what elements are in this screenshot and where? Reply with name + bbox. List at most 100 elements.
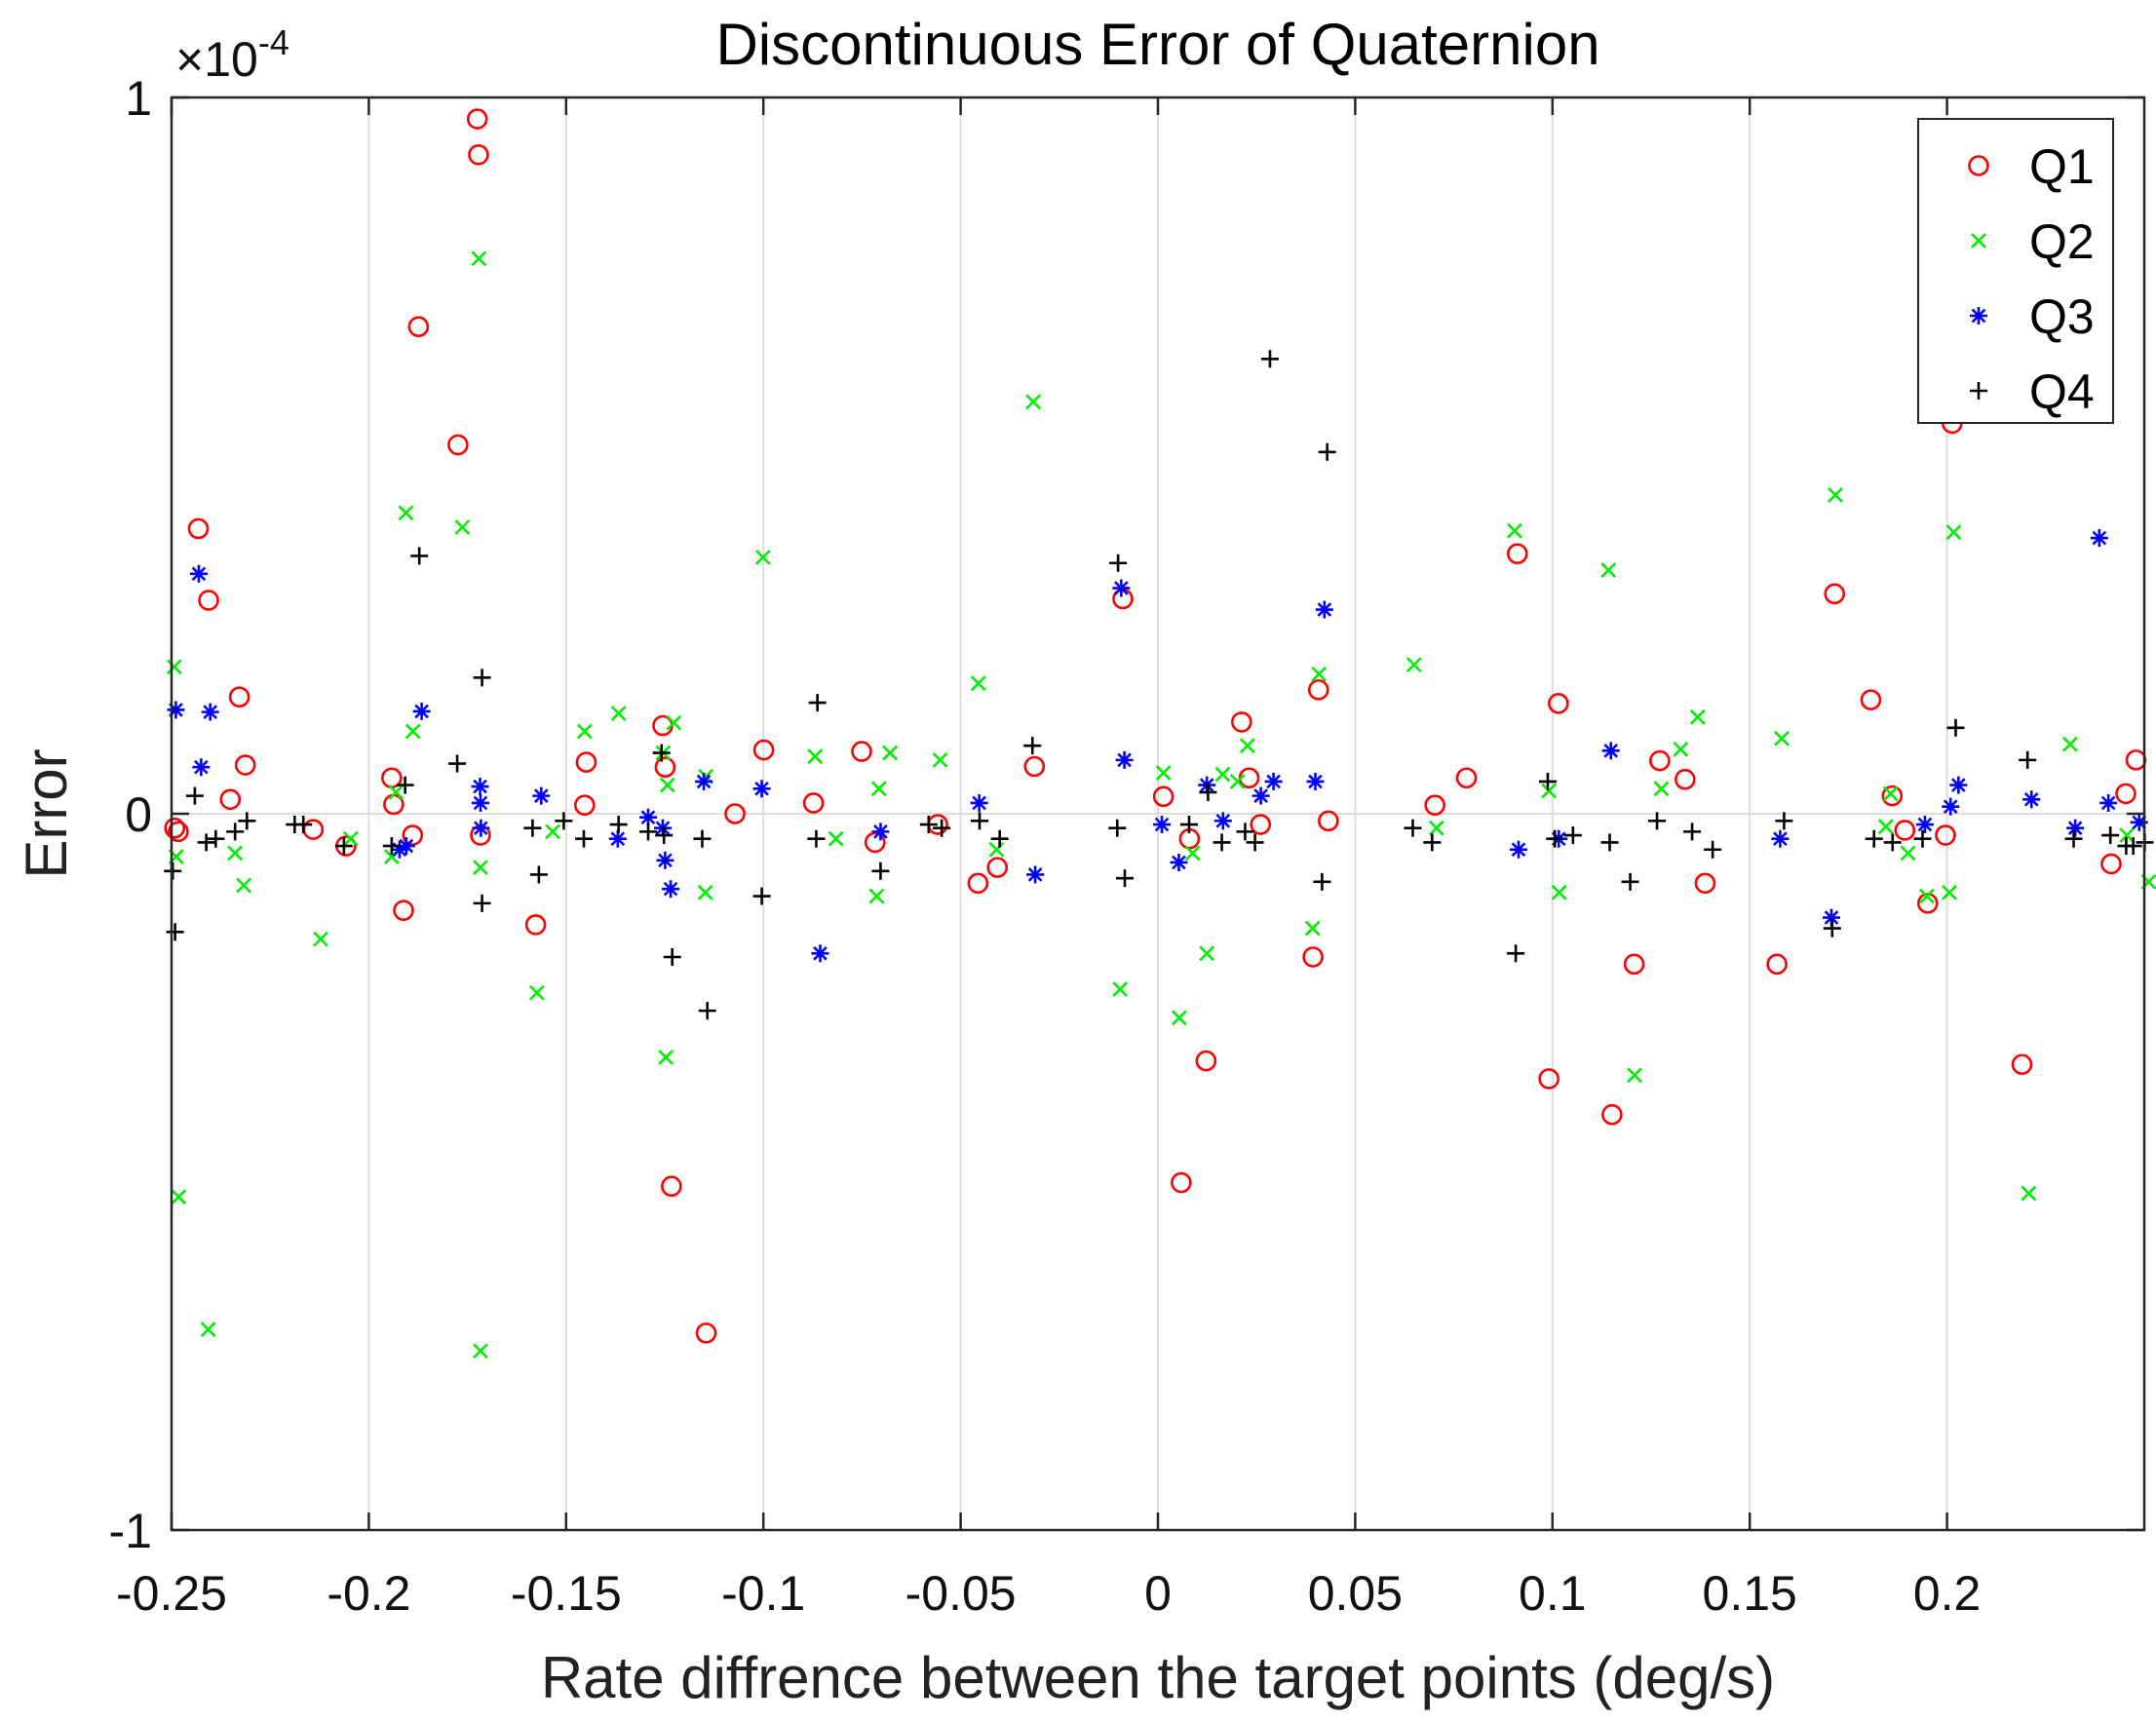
point-q4 [207, 829, 225, 848]
point-q1 [1152, 785, 1174, 808]
point-q1 [1694, 872, 1716, 895]
point-q2 [473, 1343, 488, 1359]
point-q4 [1213, 833, 1231, 852]
point-q3 [1315, 600, 1333, 619]
point-q2 [1199, 945, 1215, 962]
point-q2 [1304, 920, 1321, 937]
x-tick-label: -0.1 [721, 1566, 805, 1621]
point-q3 [1771, 829, 1790, 848]
point-q4 [655, 826, 674, 845]
point-q1 [524, 914, 547, 936]
legend-box [1917, 118, 2114, 424]
point-q4 [1260, 350, 1279, 368]
axis-ticks: -0.25 -0.2 -0.15 -0.1 -0.05 0 0.05 0.1 0.15 0.2 -1… [109, 71, 2144, 1621]
point-q3 [471, 778, 489, 796]
legend-marker-q2 [1971, 233, 1986, 249]
point-q1 [724, 803, 746, 824]
point-q4 [1865, 829, 1883, 848]
point-q1 [1649, 749, 1671, 772]
point-q2 [807, 748, 824, 765]
point-q4 [807, 829, 826, 848]
point-q4 [575, 829, 594, 848]
x-tick-label: 0.05 [1308, 1566, 1403, 1621]
point-q4 [1883, 833, 1902, 852]
x-tick-label: -0.2 [327, 1566, 410, 1621]
point-q3 [1112, 579, 1131, 597]
point-q3 [192, 758, 211, 777]
point-q3 [2022, 790, 2041, 809]
legend-label-q2: Q2 [2029, 214, 2095, 269]
point-q4 [1946, 718, 1965, 737]
point-q1 [1623, 953, 1645, 976]
point-q1 [468, 144, 489, 166]
point-q4 [698, 1002, 716, 1020]
point-q1 [1195, 1050, 1217, 1072]
point-q4 [238, 812, 256, 830]
point-q4 [1621, 872, 1639, 891]
point-q1 [1860, 689, 1882, 710]
point-q1 [407, 316, 430, 338]
point-q2 [754, 549, 771, 565]
legend-label-q3: Q3 [2029, 289, 2095, 344]
point-q3 [1026, 865, 1045, 884]
point-q3 [1949, 776, 1968, 794]
point-q4 [971, 812, 989, 830]
point-q4 [166, 923, 184, 941]
x-tick-label: 0.1 [1519, 1566, 1587, 1621]
y-exponent-label: ×10-4 [175, 22, 289, 87]
point-q1 [198, 590, 219, 611]
point-q4 [752, 887, 771, 905]
point-q2 [666, 714, 682, 731]
point-q4 [1318, 442, 1336, 461]
point-q4 [1600, 833, 1619, 852]
point-q2 [398, 505, 414, 521]
point-q3 [167, 701, 185, 719]
point-q3 [1915, 816, 1934, 834]
point-q1 [851, 741, 872, 762]
point-q2 [404, 723, 421, 740]
x-tick-label: -0.05 [905, 1566, 1017, 1621]
point-q3 [471, 793, 489, 812]
point-q2 [1112, 981, 1129, 997]
point-q4 [990, 829, 1009, 848]
point-q3 [1264, 772, 1283, 790]
point-q2 [388, 785, 404, 800]
point-q3 [2066, 819, 2085, 837]
point-q2 [1945, 524, 1962, 541]
point-q4 [382, 837, 401, 856]
point-q3 [970, 793, 988, 812]
point-q2 [166, 659, 182, 675]
point-q2 [1828, 487, 1843, 503]
point-q1 [1171, 1171, 1192, 1194]
point-q2 [1882, 785, 1899, 802]
point-q1 [1538, 1068, 1559, 1090]
point-q4 [197, 833, 215, 852]
point-q3 [1601, 742, 1620, 760]
point-q2 [1689, 708, 1706, 725]
point-q1 [402, 824, 424, 846]
point-q1 [1601, 1103, 1623, 1126]
point-q4 [1704, 840, 1722, 859]
point-q1 [234, 754, 256, 776]
point-q3 [1115, 750, 1134, 769]
point-q2 [870, 781, 887, 797]
point-q2 [868, 888, 885, 904]
point-q2 [1405, 657, 1422, 673]
point-q3 [412, 702, 431, 720]
point-q1 [164, 817, 186, 839]
point-q4 [1199, 783, 1217, 801]
point-q2 [236, 877, 251, 894]
point-q2 [1155, 765, 1172, 782]
point-q3 [1153, 816, 1172, 834]
series-q4 [164, 350, 2154, 1020]
y-tick-label: 0 [125, 787, 152, 842]
point-q2 [828, 830, 844, 847]
point-q1 [1506, 543, 1528, 564]
point-q2 [988, 841, 1005, 858]
point-q1 [466, 108, 488, 130]
point-q4 [638, 823, 657, 841]
point-q2 [473, 860, 488, 876]
point-q4 [652, 744, 671, 762]
point-q1 [1894, 820, 1916, 841]
